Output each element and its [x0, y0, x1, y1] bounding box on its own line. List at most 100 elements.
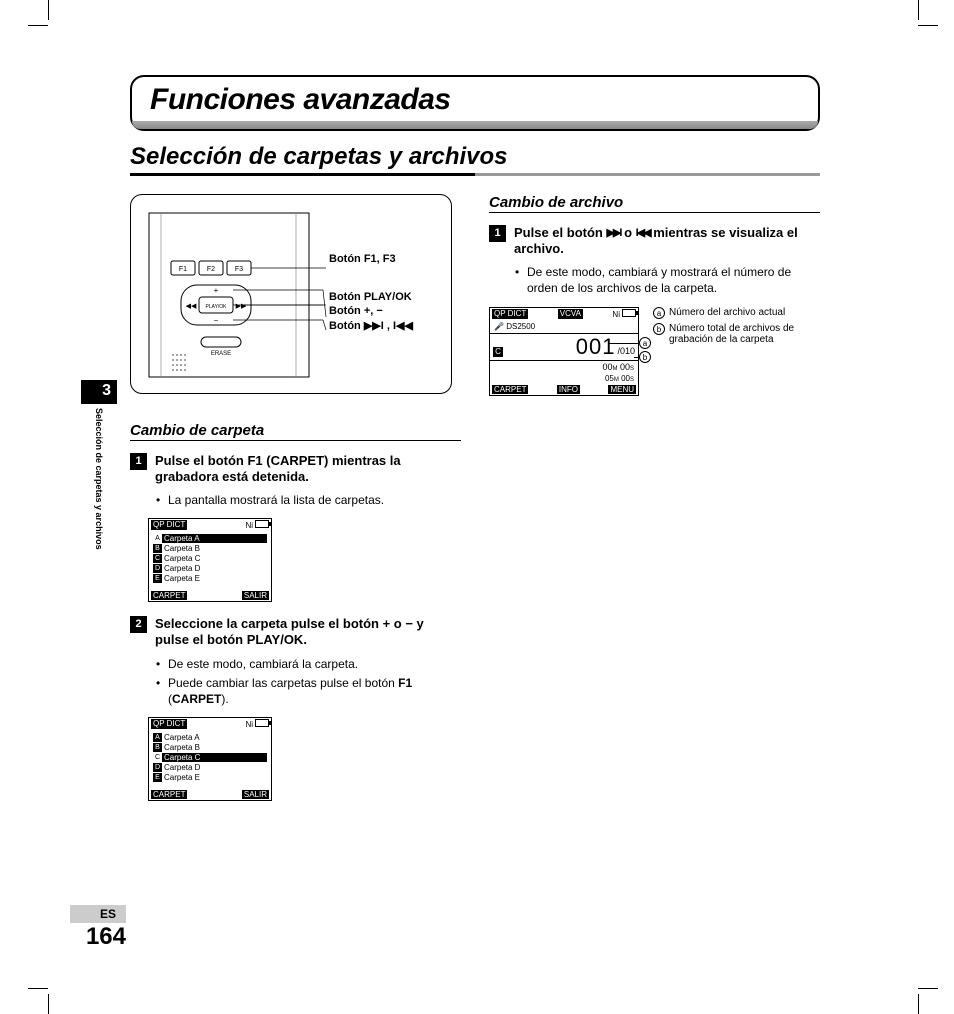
text: .: [303, 632, 307, 647]
mic-icon: 🎤: [494, 322, 504, 331]
file-current: 001: [576, 334, 616, 360]
step: 2 Seleccione la carpeta pulse el botón +…: [130, 616, 461, 647]
batt-label: Ni: [612, 310, 620, 319]
crop-mark: [918, 25, 938, 26]
left-subheading: Cambio de carpeta: [130, 422, 461, 441]
step-text: Seleccione la carpeta pulse el botón + o…: [155, 616, 461, 647]
page-number: 164: [70, 923, 126, 951]
folder-label: Carpeta A: [164, 534, 200, 543]
model-label: DS2500: [506, 322, 535, 331]
bullet-list: La pantalla mostrará la lista de carpeta…: [156, 492, 461, 508]
crop-mark: [48, 0, 49, 20]
svg-text:F2: F2: [207, 266, 215, 273]
lcd-footer-left: CARPET: [151, 790, 187, 799]
bullet-list: De este modo, cambiará y mostrará el núm…: [515, 264, 820, 296]
folder-letter: C: [153, 554, 162, 563]
text: ).: [221, 692, 228, 706]
text: o: [620, 225, 635, 240]
bullet: Puede cambiar las carpetas pulse el botó…: [156, 675, 461, 707]
bullet: De este modo, cambiará la carpeta.: [156, 656, 461, 672]
lcd-footer-left: CARPET: [492, 385, 528, 394]
battery-icon: Ni: [245, 719, 269, 729]
language-badge: ES: [70, 905, 126, 923]
batt-label: Ni: [245, 521, 253, 530]
boxed-header: Funciones avanzadas: [130, 75, 820, 131]
step-number: 1: [489, 225, 506, 242]
folder-label: Carpeta E: [164, 574, 200, 583]
right-column: Cambio de archivo 1 Pulse el botón ▶▶I o…: [489, 194, 820, 815]
file-total: /010: [617, 346, 635, 356]
annotation-text: Número del archivo actual: [669, 307, 785, 319]
text-bold: CARPET: [172, 692, 221, 706]
bullet-list: De este modo, cambiará la carpeta. Puede…: [156, 656, 461, 708]
text: Pulse el botón: [155, 453, 247, 468]
folder-letter: C: [493, 347, 503, 357]
leader-line: [609, 343, 639, 344]
annotation-a: a Número del archivo actual: [653, 307, 820, 319]
chapter-label: Selección de carpetas y archivos: [94, 408, 104, 550]
lcd-folder-item: DCarpeta D: [153, 763, 267, 772]
vcva-label: VCVA: [558, 309, 583, 319]
batt-label: Ni: [245, 720, 253, 729]
text-bold: PLAY/OK: [247, 632, 304, 647]
step-number: 2: [130, 616, 147, 633]
folder-label: Carpeta A: [164, 733, 200, 742]
lcd-folder-list-1: QP DICT Ni ACarpeta ABCarpeta BCCarpeta …: [148, 518, 272, 602]
folder-label: Carpeta B: [164, 544, 200, 553]
lcd-folder-item: ACarpeta A: [153, 733, 267, 742]
time1-m: 00: [602, 362, 612, 372]
crop-mark: [918, 988, 938, 989]
folder-letter: B: [153, 544, 162, 553]
rewind-icon: I◀◀: [636, 227, 650, 240]
circled-letter: a: [653, 307, 665, 319]
svg-text:+: +: [214, 286, 219, 295]
battery-icon: Ni: [245, 520, 269, 530]
battery-icon: Ni: [612, 309, 636, 319]
text-bold: F1: [398, 676, 412, 690]
folder-letter: D: [153, 564, 162, 573]
page-content: Funciones avanzadas Selección de carpeta…: [130, 75, 820, 815]
crop-mark: [28, 988, 48, 989]
folder-letter: D: [153, 763, 162, 772]
lcd-footer-right: MENU: [608, 385, 636, 394]
fast-forward-icon: ▶▶I: [606, 227, 620, 240]
text: o: [390, 616, 405, 631]
svg-text:ERASE: ERASE: [211, 351, 231, 357]
bullet: La pantalla mostrará la lista de carpeta…: [156, 492, 461, 508]
folder-letter: E: [153, 773, 162, 782]
lcd-footer-right: SALIR: [242, 790, 269, 799]
svg-text:▶▶: ▶▶: [236, 303, 247, 310]
step-text: Pulse el botón F1 (CARPET) mientras la g…: [155, 453, 461, 484]
lcd-folder-item: BCarpeta B: [153, 544, 267, 553]
step: 1 Pulse el botón F1 (CARPET) mientras la…: [130, 453, 461, 484]
folder-letter: A: [153, 534, 162, 543]
lcd-folder-list-2: QP DICT Ni ACarpeta ABCarpeta BCCarpeta …: [148, 717, 272, 801]
boxed-title: Funciones avanzadas: [150, 83, 800, 117]
section-title: Selección de carpetas y archivos: [130, 143, 820, 176]
time2-s: 00: [621, 374, 630, 383]
lcd-header: QP DICT: [151, 520, 187, 530]
crop-mark: [48, 994, 49, 1014]
lcd-file-display: QP DICT VCVA Ni 🎤 DS2500 C 001 /010: [489, 307, 639, 396]
chapter-tab: 3 Selección de carpetas y archivos: [74, 380, 124, 550]
label-ffrew: Botón ▶▶I , I◀◀: [329, 319, 413, 332]
folder-label: Carpeta B: [164, 743, 200, 752]
folder-label: Carpeta C: [164, 554, 200, 563]
annotation-b: b Número total de archivos de grabación …: [653, 323, 820, 345]
lcd-footer-mid: INFO: [557, 385, 580, 394]
circled-letter: b: [653, 323, 665, 335]
chapter-number: 3: [81, 380, 117, 404]
text-bold: F1 (CARPET): [247, 453, 328, 468]
lcd-folder-item: DCarpeta D: [153, 564, 267, 573]
svg-text:F3: F3: [235, 266, 243, 273]
label-playok: Botón PLAY/OK: [329, 291, 412, 303]
text: Seleccione la carpeta pulse el botón: [155, 616, 383, 631]
crop-mark: [918, 994, 919, 1014]
lcd-folder-item: ACarpeta A: [153, 534, 267, 543]
time1-s: 00: [620, 362, 630, 372]
lcd-footer-left: CARPET: [151, 591, 187, 600]
step-text: Pulse el botón ▶▶I o I◀◀ mientras se vis…: [514, 225, 820, 256]
label-f1f3: Botón F1, F3: [329, 253, 396, 265]
text-bold: −: [405, 616, 413, 631]
annotation-text: Número total de archivos de grabación de…: [669, 323, 820, 345]
